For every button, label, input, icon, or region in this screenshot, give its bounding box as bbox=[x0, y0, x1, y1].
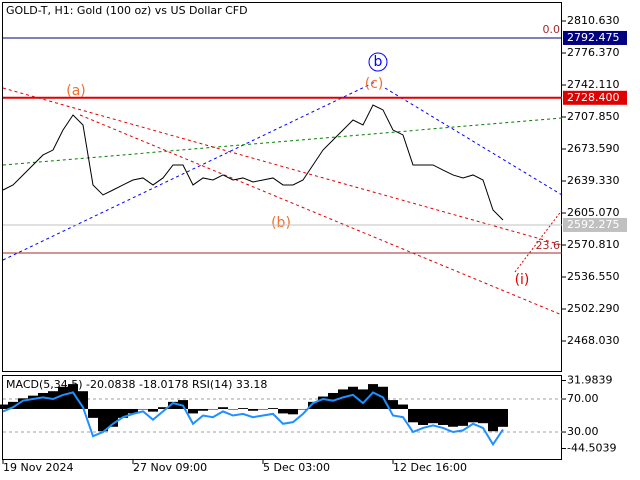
y-tick-label: 2468.030 bbox=[567, 334, 620, 347]
x-tick-label: 12 Dec 16:00 bbox=[393, 461, 467, 474]
macd-bar bbox=[0, 404, 8, 409]
macd-bar bbox=[68, 384, 78, 409]
macd-bar bbox=[98, 408, 108, 432]
macd-bar bbox=[288, 408, 298, 415]
macd-bar bbox=[488, 408, 498, 432]
macd-bar bbox=[48, 391, 58, 409]
macd-bar bbox=[438, 408, 448, 425]
macd-bar bbox=[338, 389, 348, 409]
indicator-frame bbox=[2, 375, 562, 460]
macd-bar bbox=[418, 408, 428, 425]
macd-bar bbox=[268, 408, 278, 409]
y-tick-label: 2536.550 bbox=[567, 270, 620, 283]
trend-line bbox=[2, 87, 563, 246]
macd-bar bbox=[128, 408, 138, 414]
macd-bar bbox=[398, 404, 408, 409]
macd-bar bbox=[238, 408, 248, 409]
y-tick-label: 2673.590 bbox=[567, 142, 620, 155]
macd-bar bbox=[18, 398, 28, 409]
macd-bar bbox=[458, 408, 468, 426]
y-tick-label: 30.00 bbox=[567, 425, 599, 438]
macd-bar bbox=[208, 408, 218, 410]
chart-title: GOLD-T, H1: Gold (100 oz) vs US Dollar C… bbox=[6, 4, 248, 17]
macd-bar bbox=[108, 408, 118, 427]
rsi-line bbox=[2, 391, 504, 447]
macd-bar bbox=[298, 408, 308, 410]
macd-bar bbox=[178, 400, 188, 409]
macd-bar bbox=[478, 408, 488, 424]
macd-bar bbox=[88, 408, 98, 418]
macd-bar bbox=[318, 396, 328, 409]
y-tick-label: 2570.810 bbox=[567, 238, 620, 251]
wave-label: (a) bbox=[66, 83, 86, 99]
trend-line bbox=[2, 117, 563, 166]
macd-bar bbox=[388, 400, 398, 409]
macd-bar bbox=[118, 408, 128, 418]
macd-bar bbox=[468, 408, 478, 423]
macd-bar bbox=[278, 408, 288, 414]
macd-bar bbox=[358, 389, 368, 409]
trend-line bbox=[79, 114, 563, 316]
level-label: 2792.475 bbox=[567, 31, 620, 44]
level-box bbox=[563, 90, 627, 105]
macd-bar bbox=[148, 408, 158, 412]
y-tick-label: 2707.850 bbox=[567, 110, 620, 123]
wave-label: b bbox=[374, 54, 383, 70]
y-tick-label: 2502.290 bbox=[567, 302, 620, 315]
main-frame bbox=[2, 2, 562, 372]
macd-bar bbox=[28, 395, 38, 409]
macd-bar bbox=[408, 408, 418, 423]
y-tick-label: -44.5039 bbox=[567, 442, 616, 455]
y-tick-label: 31.9839 bbox=[567, 374, 613, 387]
macd-bar bbox=[258, 408, 268, 410]
y-tick-label: 2639.330 bbox=[567, 174, 620, 187]
wave-label: (c) bbox=[365, 76, 384, 92]
macd-bar bbox=[498, 408, 508, 427]
level-box bbox=[563, 217, 627, 232]
macd-bar bbox=[138, 408, 148, 410]
wave-label: (i) bbox=[515, 272, 530, 288]
macd-bar bbox=[188, 408, 198, 414]
macd-bar bbox=[368, 384, 378, 409]
trend-line bbox=[2, 81, 376, 261]
macd-bar bbox=[218, 407, 228, 409]
macd-bar bbox=[228, 408, 238, 410]
macd-bar bbox=[58, 386, 68, 409]
macd-bar bbox=[8, 401, 18, 409]
y-tick-label: 2810.630 bbox=[567, 14, 620, 27]
macd-bar bbox=[198, 408, 208, 411]
macd-bar bbox=[348, 386, 358, 409]
fib-label: 0.0 bbox=[543, 23, 561, 36]
trend-line bbox=[384, 87, 563, 196]
level-label: 2728.400 bbox=[567, 91, 620, 104]
x-tick-label: 19 Nov 2024 bbox=[3, 461, 73, 474]
fib-label: 23.6 bbox=[536, 239, 561, 252]
x-tick-label: 5 Dec 03:00 bbox=[263, 461, 330, 474]
macd-bar bbox=[428, 408, 438, 424]
y-tick-label: 70.00 bbox=[567, 392, 599, 405]
wave-circle bbox=[368, 52, 388, 72]
indicator-label: MACD(5,34,5) -20.0838 -18.0178 RSI(14) 3… bbox=[6, 378, 267, 391]
y-tick-label: 2605.070 bbox=[567, 206, 620, 219]
y-tick-label: 2742.110 bbox=[567, 78, 620, 91]
macd-bar bbox=[448, 408, 458, 427]
macd-bar bbox=[78, 391, 88, 409]
level-label: 2592.275 bbox=[567, 218, 620, 231]
macd-bar bbox=[168, 401, 178, 409]
macd-bar bbox=[248, 408, 258, 411]
y-tick-label: 2776.370 bbox=[567, 46, 620, 59]
wave-label: (b) bbox=[271, 215, 291, 231]
x-tick-label: 27 Nov 09:00 bbox=[133, 461, 207, 474]
macd-bar bbox=[158, 407, 168, 409]
price-line bbox=[2, 104, 504, 221]
level-box bbox=[563, 30, 627, 45]
macd-bar bbox=[308, 401, 318, 409]
macd-bar bbox=[38, 392, 48, 409]
trend-line bbox=[514, 209, 563, 273]
